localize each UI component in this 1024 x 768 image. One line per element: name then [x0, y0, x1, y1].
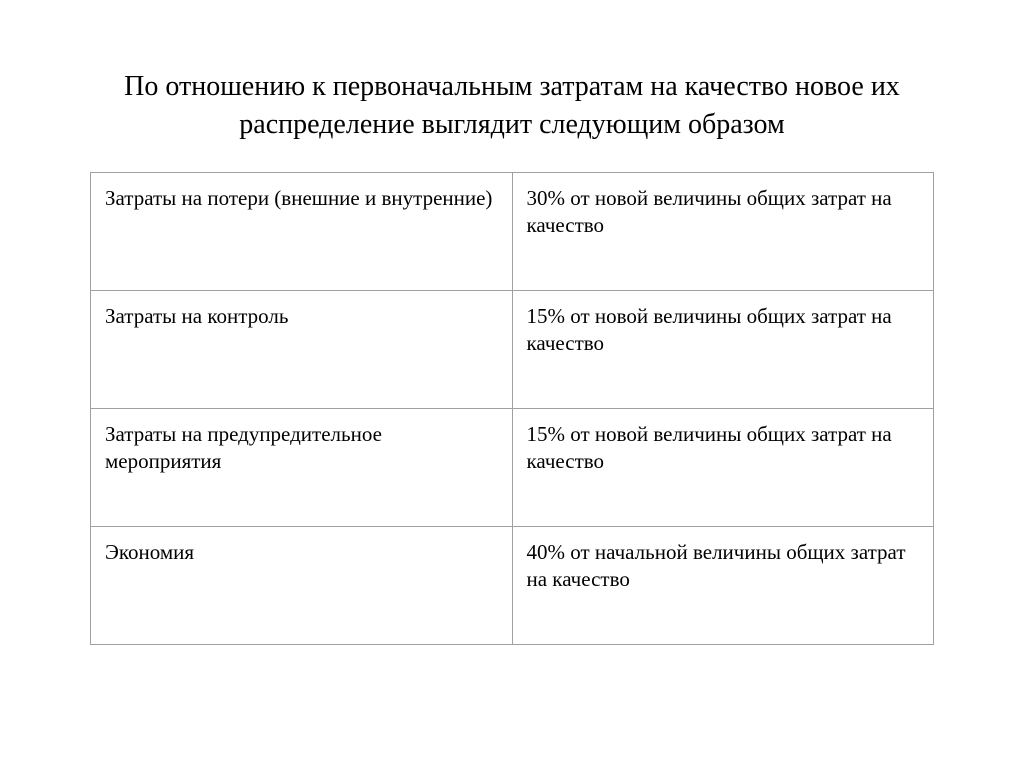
- cell-value: 40% от начальной величины общих затрат н…: [512, 526, 934, 644]
- cell-value: 15% от новой величины общих затрат на ка…: [512, 290, 934, 408]
- cell-value: 30% от новой величины общих затрат на ка…: [512, 172, 934, 290]
- cell-category: Затраты на контроль: [91, 290, 513, 408]
- cell-category: Затраты на предупредительное мероприятия: [91, 408, 513, 526]
- cell-value: 15% от новой величины общих затрат на ка…: [512, 408, 934, 526]
- table-row: Затраты на потери (внешние и внутренние)…: [91, 172, 934, 290]
- cell-category: Затраты на потери (внешние и внутренние): [91, 172, 513, 290]
- cost-distribution-table: Затраты на потери (внешние и внутренние)…: [90, 172, 934, 645]
- cell-category: Экономия: [91, 526, 513, 644]
- table-row: Экономия 40% от начальной величины общих…: [91, 526, 934, 644]
- table-row: Затраты на контроль 15% от новой величин…: [91, 290, 934, 408]
- table-row: Затраты на предупредительное мероприятия…: [91, 408, 934, 526]
- page-title: По отношению к первоначальным затратам н…: [90, 68, 934, 144]
